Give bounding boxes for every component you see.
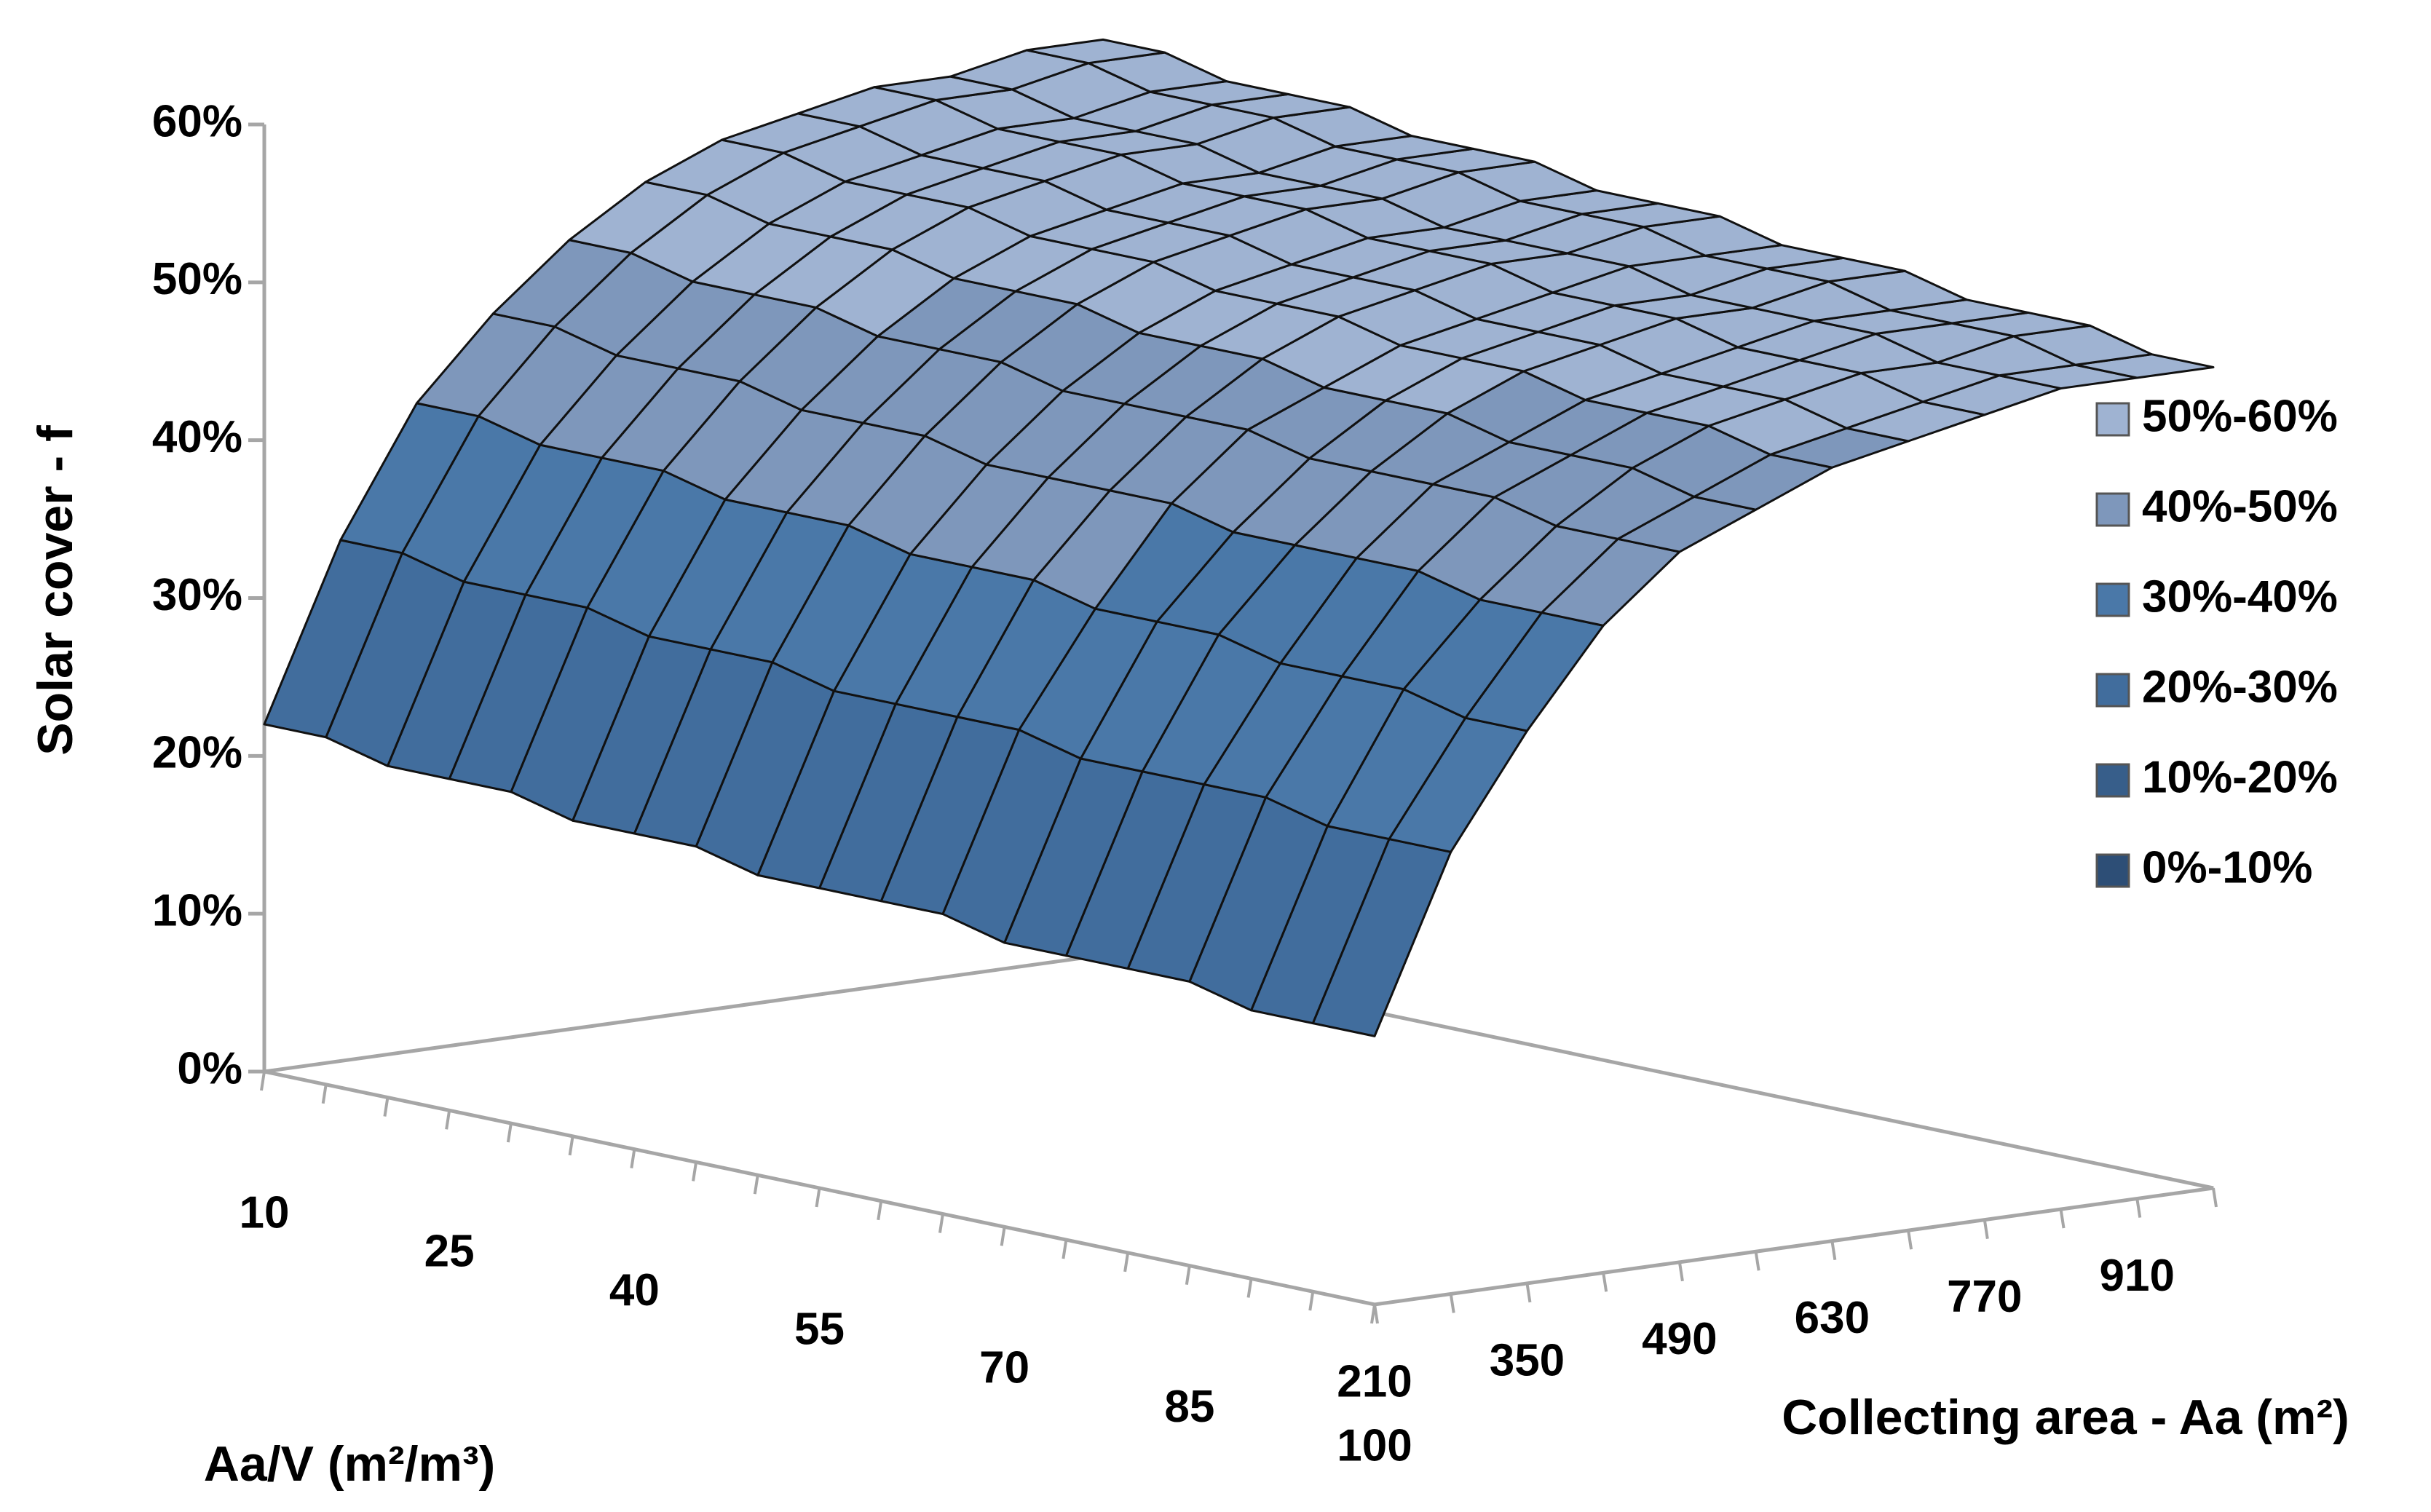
z-axis-label: Collecting area - Aa (m²) — [1782, 1390, 2349, 1445]
floor — [264, 953, 2214, 1307]
z-tick-label: 490 — [1642, 1314, 1717, 1364]
y-tick-label: 20% — [152, 728, 242, 778]
z-tick — [2135, 1198, 2142, 1218]
z-tick — [1373, 1304, 1379, 1324]
y-tick-label: 0% — [177, 1043, 242, 1093]
legend-swatch — [2095, 853, 2130, 888]
x-tick — [260, 1071, 266, 1091]
z-tick — [1677, 1262, 1684, 1282]
z-tick-label: 910 — [2100, 1251, 2175, 1301]
x-tick — [1246, 1278, 1253, 1298]
z-tick — [1754, 1251, 1760, 1271]
y-tick-label: 10% — [152, 886, 242, 936]
y-tick-label: 40% — [152, 412, 242, 462]
x-tick-label: 100 — [1337, 1420, 1412, 1471]
x-tick — [753, 1174, 759, 1195]
legend-label: 10%-20% — [2142, 752, 2338, 802]
x-tick — [1185, 1265, 1191, 1285]
legend-label: 50%-60% — [2142, 391, 2338, 441]
z-tick-label: 210 — [1337, 1356, 1412, 1406]
legend-swatch — [2095, 402, 2130, 437]
x-tick-label: 55 — [794, 1304, 845, 1354]
y-tick-label: 50% — [152, 254, 242, 304]
x-tick-label: 40 — [609, 1265, 660, 1315]
x-tick — [383, 1097, 390, 1117]
y-tick-label: 30% — [152, 570, 242, 620]
legend-label: 30%-40% — [2142, 571, 2338, 622]
x-tick — [445, 1110, 451, 1130]
z-tick — [1907, 1230, 1913, 1250]
x-axis-label: Aa/V (m²/m³) — [204, 1436, 495, 1492]
x-tick — [568, 1136, 574, 1156]
x-tick — [1308, 1291, 1315, 1311]
z-tick-label: 350 — [1490, 1335, 1565, 1385]
x-tick — [630, 1149, 636, 1168]
x-tick-label: 10 — [240, 1187, 290, 1238]
z-tick-label: 630 — [1795, 1293, 1870, 1343]
y-tick-label: 60% — [152, 96, 242, 146]
x-tick — [1000, 1227, 1006, 1246]
x-tick — [877, 1200, 883, 1221]
x-tick-label: 85 — [1164, 1382, 1214, 1432]
legend-swatch — [2095, 582, 2130, 617]
legend-swatch — [2095, 492, 2130, 527]
z-tick — [2212, 1187, 2218, 1208]
surface-face — [1025, 38, 1166, 65]
x-tick — [321, 1084, 328, 1104]
x-tick — [1062, 1239, 1068, 1259]
x-tick-label: 70 — [979, 1343, 1029, 1393]
x-tick — [506, 1123, 513, 1143]
z-tick — [1983, 1219, 1989, 1239]
legend-swatch — [2095, 763, 2130, 798]
legend-label: 40%-50% — [2142, 481, 2338, 531]
x-tick-label: 25 — [424, 1227, 475, 1277]
x-tick — [815, 1187, 821, 1208]
z-tick — [1449, 1294, 1455, 1313]
legend-label: 20%-30% — [2142, 662, 2338, 712]
z-tick-label: 770 — [1947, 1272, 2022, 1322]
legend-label: 0%-10% — [2142, 842, 2312, 892]
x-tick — [692, 1162, 698, 1182]
y-axis-label: Solar cover - f — [28, 425, 83, 756]
legend-swatch — [2095, 673, 2130, 708]
z-tick — [1602, 1272, 1608, 1292]
z-tick — [1525, 1283, 1532, 1303]
x-tick — [938, 1214, 944, 1233]
z-tick — [2059, 1208, 2066, 1229]
z-tick — [1830, 1240, 1837, 1261]
x-tick — [1123, 1252, 1130, 1272]
